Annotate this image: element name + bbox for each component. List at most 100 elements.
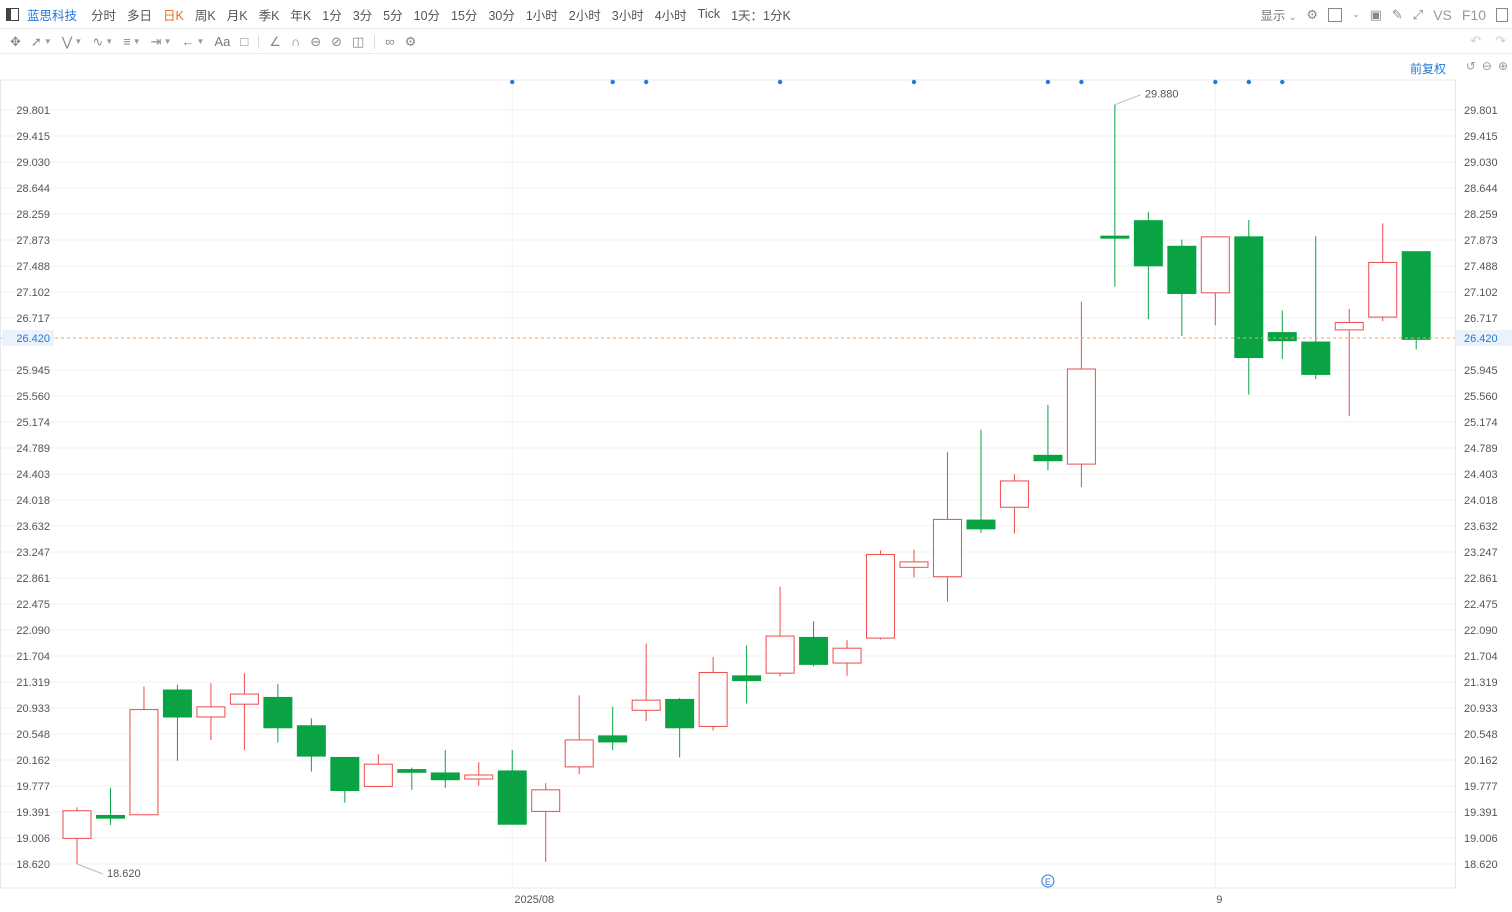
fullscreen-icon[interactable]: ⤢ [1412,7,1424,22]
period-tab[interactable]: 月K [226,8,248,23]
period-tab[interactable]: 4小时 [654,8,687,23]
candle-body[interactable] [1301,341,1331,375]
period-tab[interactable]: 3分 [352,8,373,23]
price-adjust-toggle[interactable]: 前复权 [1409,62,1446,76]
candle-body[interactable] [832,647,862,664]
vs-button[interactable]: VS [1433,6,1452,23]
candle-body[interactable] [196,706,226,718]
period-tab[interactable]: 年K [290,8,312,23]
f10-button[interactable]: F10 [1461,6,1486,23]
angle-tool[interactable]: ∠ [269,35,281,48]
event-marker[interactable] [777,79,783,85]
redo-icon[interactable]: ↷ [1495,33,1506,48]
candle-body[interactable] [932,518,962,578]
period-tab[interactable]: 2小时 [568,8,601,23]
candle-body[interactable] [564,739,594,768]
candle-body[interactable] [899,561,929,568]
zoom-in-icon[interactable]: ⊕ [1497,59,1508,73]
candle-body[interactable] [497,770,527,825]
layout-square-icon[interactable] [1328,7,1343,22]
candlestick-chart[interactable]: 29.801 29.801 29.415 29.415 29.030 29.030 28.6… [0,55,1512,912]
candle-body[interactable] [631,699,661,711]
candle-body[interactable] [1100,235,1130,239]
candle-body[interactable] [1368,261,1398,318]
arrow-tool[interactable]: ← ▼ [182,35,205,48]
period-tab[interactable]: 周K [194,8,216,23]
candle-body[interactable] [598,735,628,743]
channel-tool[interactable]: ⋁ ▼ [62,35,83,48]
event-marker[interactable] [1045,79,1051,85]
magnet-tool[interactable]: ∩ [291,35,300,48]
wave-tool[interactable]: ∿ ▼ [92,35,113,48]
panel-icon[interactable] [1496,7,1508,22]
candle-body[interactable] [1401,251,1431,340]
display-menu[interactable]: 显示 ⌄ [1260,5,1296,24]
event-marker[interactable] [610,79,615,85]
stock-name[interactable]: 蓝思科技 [27,8,78,23]
candle-body[interactable] [263,696,293,729]
period-tab[interactable]: 日K [163,8,184,23]
candle-body[interactable] [397,769,427,773]
candle-body[interactable] [62,810,92,839]
candle-body[interactable] [363,763,393,787]
candle-body[interactable] [1234,236,1264,359]
candle-body[interactable] [665,698,695,729]
candle-body[interactable] [1200,236,1230,294]
pencil-icon[interactable]: ✎ [1391,7,1403,22]
period-tab[interactable]: 多日 [127,8,153,23]
delete-tool[interactable]: ◫ [352,35,364,48]
candle-body[interactable] [95,814,125,819]
event-marker[interactable] [510,79,515,85]
period-tab[interactable]: 10分 [413,8,441,23]
zoom-out-icon[interactable]: ⊖ [1481,59,1492,73]
candle-body[interactable] [296,725,326,757]
measure-tool[interactable]: ⇥ ▼ [151,35,172,48]
sidebar-toggle-icon[interactable] [6,7,19,21]
candle-body[interactable] [162,689,192,718]
period-tab[interactable]: 5分 [383,8,403,23]
reset-icon[interactable]: ↺ [1465,59,1476,73]
period-tab[interactable]: 15分 [451,8,478,23]
event-marker[interactable] [1079,79,1084,85]
chevron-down-icon[interactable]: ⌄ [1352,9,1360,19]
candle-body[interactable] [765,635,795,674]
candle-body[interactable] [464,774,494,780]
period-tab[interactable]: Tick [697,7,721,21]
candle-body[interactable] [1167,245,1197,294]
candle-body[interactable] [732,675,762,682]
move-tool[interactable]: ✥ [10,35,21,48]
period-tab[interactable]: 分时 [91,8,117,23]
candle-body[interactable] [330,756,360,791]
candle-body[interactable] [799,636,829,665]
period-tab[interactable]: 1分 [322,8,342,23]
lock-tool[interactable]: ⊖ [310,35,321,48]
camera-icon[interactable]: ▣ [1369,7,1382,22]
candle-body[interactable] [531,789,561,812]
event-marker[interactable] [911,79,917,85]
event-marker[interactable] [643,79,649,85]
undo-icon[interactable]: ↶ [1470,33,1482,48]
period-tab[interactable]: 季K [258,8,280,23]
candle-body[interactable] [1334,321,1364,331]
candle-body[interactable] [1033,454,1063,462]
candle-body[interactable] [430,772,460,781]
fib-tool[interactable]: ≡ ▼ [123,35,141,48]
text-tool[interactable]: Aa [214,34,230,49]
line-tool[interactable]: ➚ ▼ [31,35,52,48]
period-tab[interactable]: 30分 [488,8,515,23]
candle-body[interactable] [1267,332,1297,342]
earnings-marker[interactable] [1041,874,1055,888]
event-marker[interactable] [1246,79,1252,85]
candle-body[interactable] [698,671,728,727]
hide-tool[interactable]: ⊘ [331,35,342,48]
candle-body[interactable] [999,480,1029,508]
event-marker[interactable] [1213,79,1218,85]
period-tab[interactable]: 1天：1分K [731,8,791,23]
period-tab[interactable]: 3小时 [611,8,644,23]
candle-body[interactable] [866,553,896,639]
candle-body[interactable] [966,519,996,530]
candle-body[interactable] [129,709,159,816]
period-tab[interactable]: 1小时 [525,8,558,23]
candle-body[interactable] [1066,368,1096,465]
tool-settings[interactable]: ⚙ [405,35,417,48]
